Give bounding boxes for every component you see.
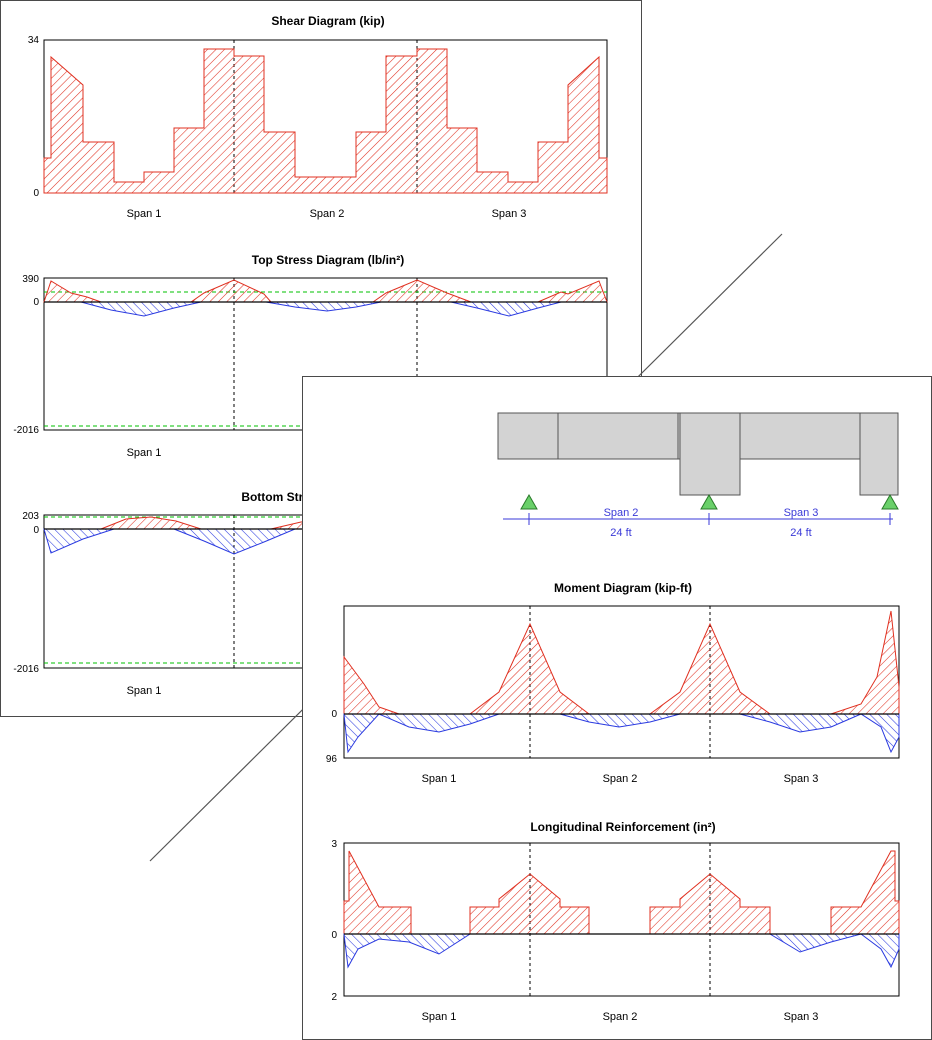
span-label: Span 1 (422, 773, 457, 785)
top-stress-negative-area (265, 301, 382, 312)
reinforcement-plot-frame (343, 842, 900, 997)
top-stress-ytick-max: 390 (22, 274, 39, 285)
span-label: Span 1 (422, 1011, 457, 1023)
top-stress-negative-area (80, 301, 202, 317)
shear-ytick-max: 34 (28, 35, 40, 46)
beam-span-label: Span 3 (784, 507, 819, 519)
reinforcement-ytick-min: 2 (331, 992, 337, 1003)
beam-panel: Span 2 Span 3 24 ft 24 ft Moment Diagram… (302, 376, 932, 1040)
reinforcement-ytick-zero: 0 (331, 930, 337, 941)
span-label: Span 3 (784, 1011, 819, 1023)
moment-negative-area (739, 713, 900, 754)
top-stress-title: Top Stress Diagram (lb/in²) (252, 253, 404, 267)
top-stress-ytick-zero: 0 (33, 297, 39, 308)
top-stress-negative-area (450, 301, 562, 317)
moment-positive-area (468, 622, 591, 715)
shear-title: Shear Diagram (kip) (271, 14, 384, 28)
reinforcement-positive-area (343, 850, 412, 935)
moment-ytick-min: 96 (326, 754, 338, 765)
beam-span-label: Span 2 (604, 507, 639, 519)
moment-negative-area (378, 713, 500, 733)
shear-area (43, 48, 608, 194)
reinforcement-title: Longitudinal Reinforcement (in²) (530, 820, 715, 834)
beam-length-label: 24 ft (610, 527, 631, 539)
top-stress-positive-area (189, 279, 273, 303)
span-label: Span 1 (127, 447, 162, 459)
moment-title: Moment Diagram (kip-ft) (554, 581, 692, 595)
reinforcement-positive-area (469, 873, 590, 935)
bottom-stress-negative-area (173, 528, 296, 555)
bottom-stress-ytick-max: 203 (22, 511, 39, 522)
support-triangle (520, 493, 538, 510)
beam-segment (557, 412, 679, 460)
bottom-stress-positive-area (100, 516, 202, 530)
span-label: Span 3 (492, 208, 527, 220)
moment-positive-area (648, 622, 772, 715)
span-label: Span 2 (603, 773, 638, 785)
reinforcement-positive-area (649, 873, 771, 935)
shear-plot-frame (43, 39, 608, 194)
moment-negative-area (559, 713, 681, 728)
shear-ytick-zero: 0 (33, 188, 39, 199)
bottom-stress-ytick-zero: 0 (33, 525, 39, 536)
beam-drop-panel (859, 412, 899, 496)
reinforcement-ytick-max: 3 (331, 839, 337, 850)
span-label: Span 2 (603, 1011, 638, 1023)
moment-positive-area (830, 610, 900, 715)
reinforcement-negative-area (343, 933, 472, 969)
bottom-stress-ytick-min: -2016 (13, 664, 39, 675)
support-triangle (700, 493, 718, 510)
moment-ytick-zero: 0 (331, 709, 337, 720)
beam-length-label: 24 ft (790, 527, 811, 539)
span-label: Span 1 (127, 685, 162, 697)
bottom-stress-negative-area (43, 528, 115, 554)
top-stress-ytick-min: -2016 (13, 425, 39, 436)
moment-plot-frame (343, 605, 900, 759)
moment-positive-area (343, 655, 400, 715)
top-stress-positive-area (371, 279, 472, 303)
beam-drop-panel (679, 412, 741, 496)
span-label: Span 2 (310, 208, 345, 220)
span-label: Span 3 (784, 773, 819, 785)
support-triangle (881, 493, 899, 510)
reinforcement-positive-area (830, 850, 900, 935)
span-label: Span 1 (127, 208, 162, 220)
moment-negative-area (343, 713, 381, 754)
reinforcement-negative-area (768, 933, 900, 969)
